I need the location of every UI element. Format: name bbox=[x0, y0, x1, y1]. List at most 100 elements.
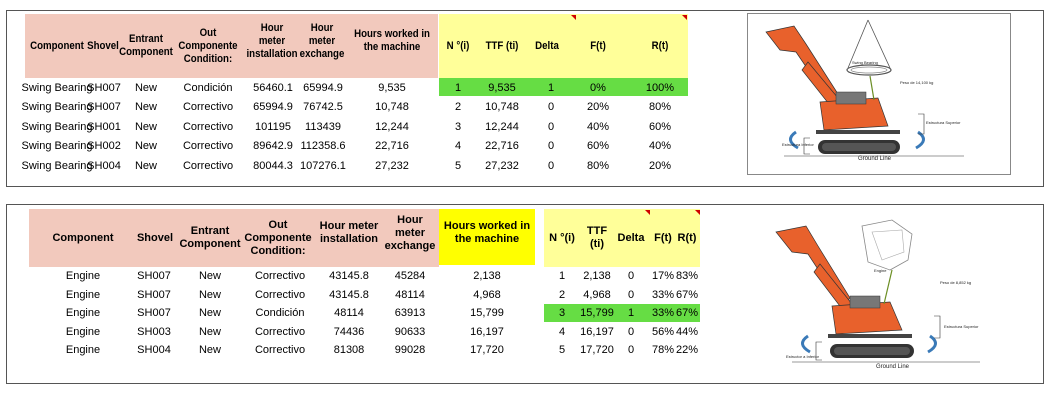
table-cell: SH007 bbox=[137, 288, 171, 301]
table-cell: SH007 bbox=[137, 270, 171, 283]
reliability-cell: 2 bbox=[558, 288, 566, 301]
comment-marker bbox=[645, 210, 650, 215]
table-cell: Condición bbox=[255, 307, 305, 320]
reliability-cell: 67% bbox=[675, 307, 699, 320]
table-cell: 15,799 bbox=[470, 307, 504, 320]
table-cell: New bbox=[198, 270, 221, 283]
table-cell: Engine bbox=[65, 307, 101, 320]
reliability-cell: 20% bbox=[586, 101, 610, 114]
comment-marker bbox=[682, 15, 687, 20]
table-cell: 16,197 bbox=[470, 325, 504, 338]
figure-label: Estructura Superior bbox=[926, 120, 961, 125]
reliability-cell: 4,968 bbox=[583, 288, 611, 301]
reliability-cell: 78% bbox=[651, 344, 675, 357]
col-header: R(t) bbox=[677, 231, 697, 244]
reliability-cell: 0 bbox=[547, 159, 555, 172]
table-cell: Engine bbox=[65, 288, 101, 301]
header-background bbox=[25, 14, 438, 78]
reliability-cell: 0 bbox=[627, 288, 635, 301]
reliability-cell: 10,748 bbox=[485, 101, 519, 114]
reliability-cell: 5 bbox=[558, 344, 566, 357]
col-header: N °(i) bbox=[549, 231, 575, 244]
table-cell: 89642.9 bbox=[253, 140, 293, 153]
reliability-cell: 80% bbox=[586, 159, 610, 172]
engine-panel: Component Shovel Entrant Component Out C… bbox=[6, 204, 1044, 384]
reliability-cell: 60% bbox=[648, 120, 672, 133]
col-header: Component bbox=[52, 231, 114, 244]
col-header: R(t) bbox=[651, 39, 669, 52]
reliability-cell: 80% bbox=[648, 101, 672, 114]
table-cell: Engine bbox=[65, 344, 101, 357]
reliability-cell: 22% bbox=[675, 344, 699, 357]
reliability-cell: 44% bbox=[675, 325, 699, 338]
reliability-cell: 0 bbox=[547, 140, 555, 153]
shovel-image: Engine Peso de 8,852 kg Estructura Super… bbox=[761, 211, 1031, 379]
reliability-cell: 83% bbox=[675, 270, 699, 283]
table-cell: SH007 bbox=[137, 307, 171, 320]
table-cell: Engine bbox=[65, 270, 101, 283]
table-cell: 12,244 bbox=[375, 120, 409, 133]
figure-label: Peso de 8,852 kg bbox=[940, 280, 972, 285]
col-header: Hour meter installation bbox=[246, 21, 298, 60]
table-cell: SH004 bbox=[137, 344, 171, 357]
col-header: Shovel bbox=[87, 39, 119, 52]
table-cell: Swing Bearing bbox=[21, 140, 93, 153]
shovel-illustration-icon bbox=[765, 19, 964, 157]
reliability-cell: 56% bbox=[651, 325, 675, 338]
table-cell: Correctivo bbox=[254, 325, 306, 338]
table-cell: New bbox=[198, 288, 221, 301]
col-header: Entrant Component bbox=[179, 225, 241, 250]
reliability-cell: 22,716 bbox=[485, 140, 519, 153]
table-cell: 76742.5 bbox=[303, 101, 343, 114]
col-header: Shovel bbox=[136, 231, 174, 244]
table-cell: 48114 bbox=[334, 307, 364, 320]
table-cell: Correctivo bbox=[182, 120, 234, 133]
col-header: Out Componente Condition: bbox=[178, 26, 238, 65]
reliability-cell: 3 bbox=[454, 120, 462, 133]
reliability-cell: 0 bbox=[547, 101, 555, 114]
reliability-cell: 20% bbox=[648, 159, 672, 172]
reliability-cell: 4 bbox=[454, 140, 462, 153]
table-cell: New bbox=[134, 81, 157, 94]
reliability-cell: 4 bbox=[558, 325, 566, 338]
reliability-cell: 0 bbox=[627, 344, 635, 357]
col-header: TTF (ti) bbox=[586, 225, 608, 250]
table-cell: 9,535 bbox=[378, 81, 406, 94]
table-cell: Correctivo bbox=[182, 140, 234, 153]
shovel-image: Swing Bearing Peso de 14,100 kg Estructu… bbox=[747, 13, 1011, 175]
table-cell: 107276.1 bbox=[300, 159, 346, 172]
table-cell: SH007 bbox=[87, 101, 121, 114]
table-cell: New bbox=[198, 344, 221, 357]
reliability-header-background bbox=[439, 14, 688, 78]
table-cell: 90633 bbox=[394, 325, 426, 338]
table-cell: New bbox=[134, 120, 157, 133]
reliability-cell: 0% bbox=[590, 81, 606, 94]
table-cell: SH002 bbox=[87, 140, 121, 153]
reliability-cell: 3 bbox=[558, 307, 566, 320]
table-cell: 99028 bbox=[394, 344, 426, 357]
shovel-illustration-icon bbox=[775, 219, 980, 363]
table-cell: 43145.8 bbox=[329, 288, 369, 301]
table-cell: SH007 bbox=[87, 81, 121, 94]
col-header: N °(i) bbox=[446, 39, 470, 52]
figure-label: Estructor a Inferior bbox=[786, 354, 819, 359]
table-cell: New bbox=[134, 140, 157, 153]
reliability-cell: 40% bbox=[586, 120, 610, 133]
figure-label: Peso de 14,100 kg bbox=[900, 80, 934, 85]
col-header: Delta bbox=[617, 231, 645, 244]
reliability-cell: 5 bbox=[454, 159, 462, 172]
comment-marker bbox=[571, 15, 576, 20]
table-cell: Correctivo bbox=[254, 344, 306, 357]
table-cell: New bbox=[198, 325, 221, 338]
col-header: Component bbox=[30, 39, 84, 52]
reliability-cell: 1 bbox=[547, 81, 555, 94]
table-cell: 112358.6 bbox=[300, 140, 346, 153]
table-cell: Swing Bearing bbox=[21, 81, 93, 94]
table-cell: 22,716 bbox=[375, 140, 409, 153]
table-cell: Correctivo bbox=[254, 270, 306, 283]
figure-label: Ground Line bbox=[858, 156, 892, 162]
comment-marker bbox=[695, 210, 700, 215]
table-cell: SH003 bbox=[137, 325, 171, 338]
table-cell: Condición bbox=[183, 81, 233, 94]
figure-label: Estructura Inferior bbox=[782, 142, 814, 147]
